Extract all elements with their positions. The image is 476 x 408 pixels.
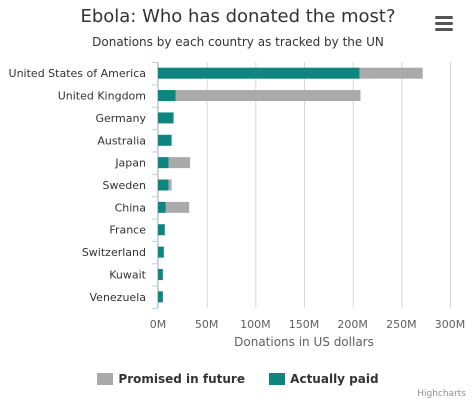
x-tick-label: 50M (195, 318, 219, 331)
legend-item-promised[interactable]: Promised in future (97, 372, 245, 386)
category-label: Venezuela (90, 291, 147, 304)
category-label: France (109, 224, 146, 237)
legend: Promised in future Actually paid (0, 372, 476, 386)
category-label: United Kingdom (58, 90, 146, 103)
bar-promised (165, 201, 190, 213)
bar-promised (168, 157, 191, 169)
x-tick-label: 200M (337, 318, 368, 331)
credits-link[interactable]: Highcharts (417, 389, 466, 399)
bar-actually-paid (158, 201, 166, 213)
bar-actually-paid (158, 246, 164, 258)
bar-actually-paid (158, 179, 169, 191)
category-label: United States of America (9, 67, 146, 80)
chart-title: Ebola: Who has donated the most? (80, 6, 396, 27)
category-label: Switzerland (82, 246, 146, 259)
chart-menu-button[interactable] (432, 14, 456, 34)
category-label: Sweden (103, 179, 146, 192)
value-axis-title: Donations in US dollars (234, 335, 374, 349)
x-tick-label: 300M (435, 318, 466, 331)
bar-actually-paid (158, 90, 176, 102)
legend-label-paid: Actually paid (290, 372, 379, 386)
chart-subtitle: Donations by each country as tracked by … (92, 35, 384, 49)
category-label: Australia (97, 134, 146, 147)
bar-actually-paid (158, 67, 360, 79)
bar-actually-paid (158, 291, 163, 303)
category-label: Germany (95, 112, 146, 125)
bar-actually-paid (158, 134, 172, 146)
bar-promised (359, 67, 423, 79)
x-tick-label: 250M (386, 318, 417, 331)
x-tick-label: 150M (289, 318, 320, 331)
legend-item-paid[interactable]: Actually paid (269, 372, 379, 386)
bar-actually-paid (158, 112, 174, 124)
category-label: China (115, 201, 146, 214)
x-tick-label: 0M (150, 318, 167, 331)
legend-swatch-promised (97, 373, 114, 385)
bar-actually-paid (158, 268, 163, 280)
bar-promised (175, 90, 361, 102)
bar-actually-paid (158, 224, 165, 236)
bar-promised (168, 179, 172, 191)
legend-swatch-paid (269, 373, 286, 385)
hamburger-menu-icon (432, 16, 456, 31)
category-label: Japan (114, 157, 146, 170)
bar-chart: 0M 50M 100M 150M 200M 250M 300M United States o… (9, 62, 466, 349)
bar-actually-paid (158, 157, 169, 169)
category-label: Kuwait (109, 268, 146, 281)
x-tick-label: 100M (240, 318, 271, 331)
legend-label-promised: Promised in future (118, 372, 245, 386)
